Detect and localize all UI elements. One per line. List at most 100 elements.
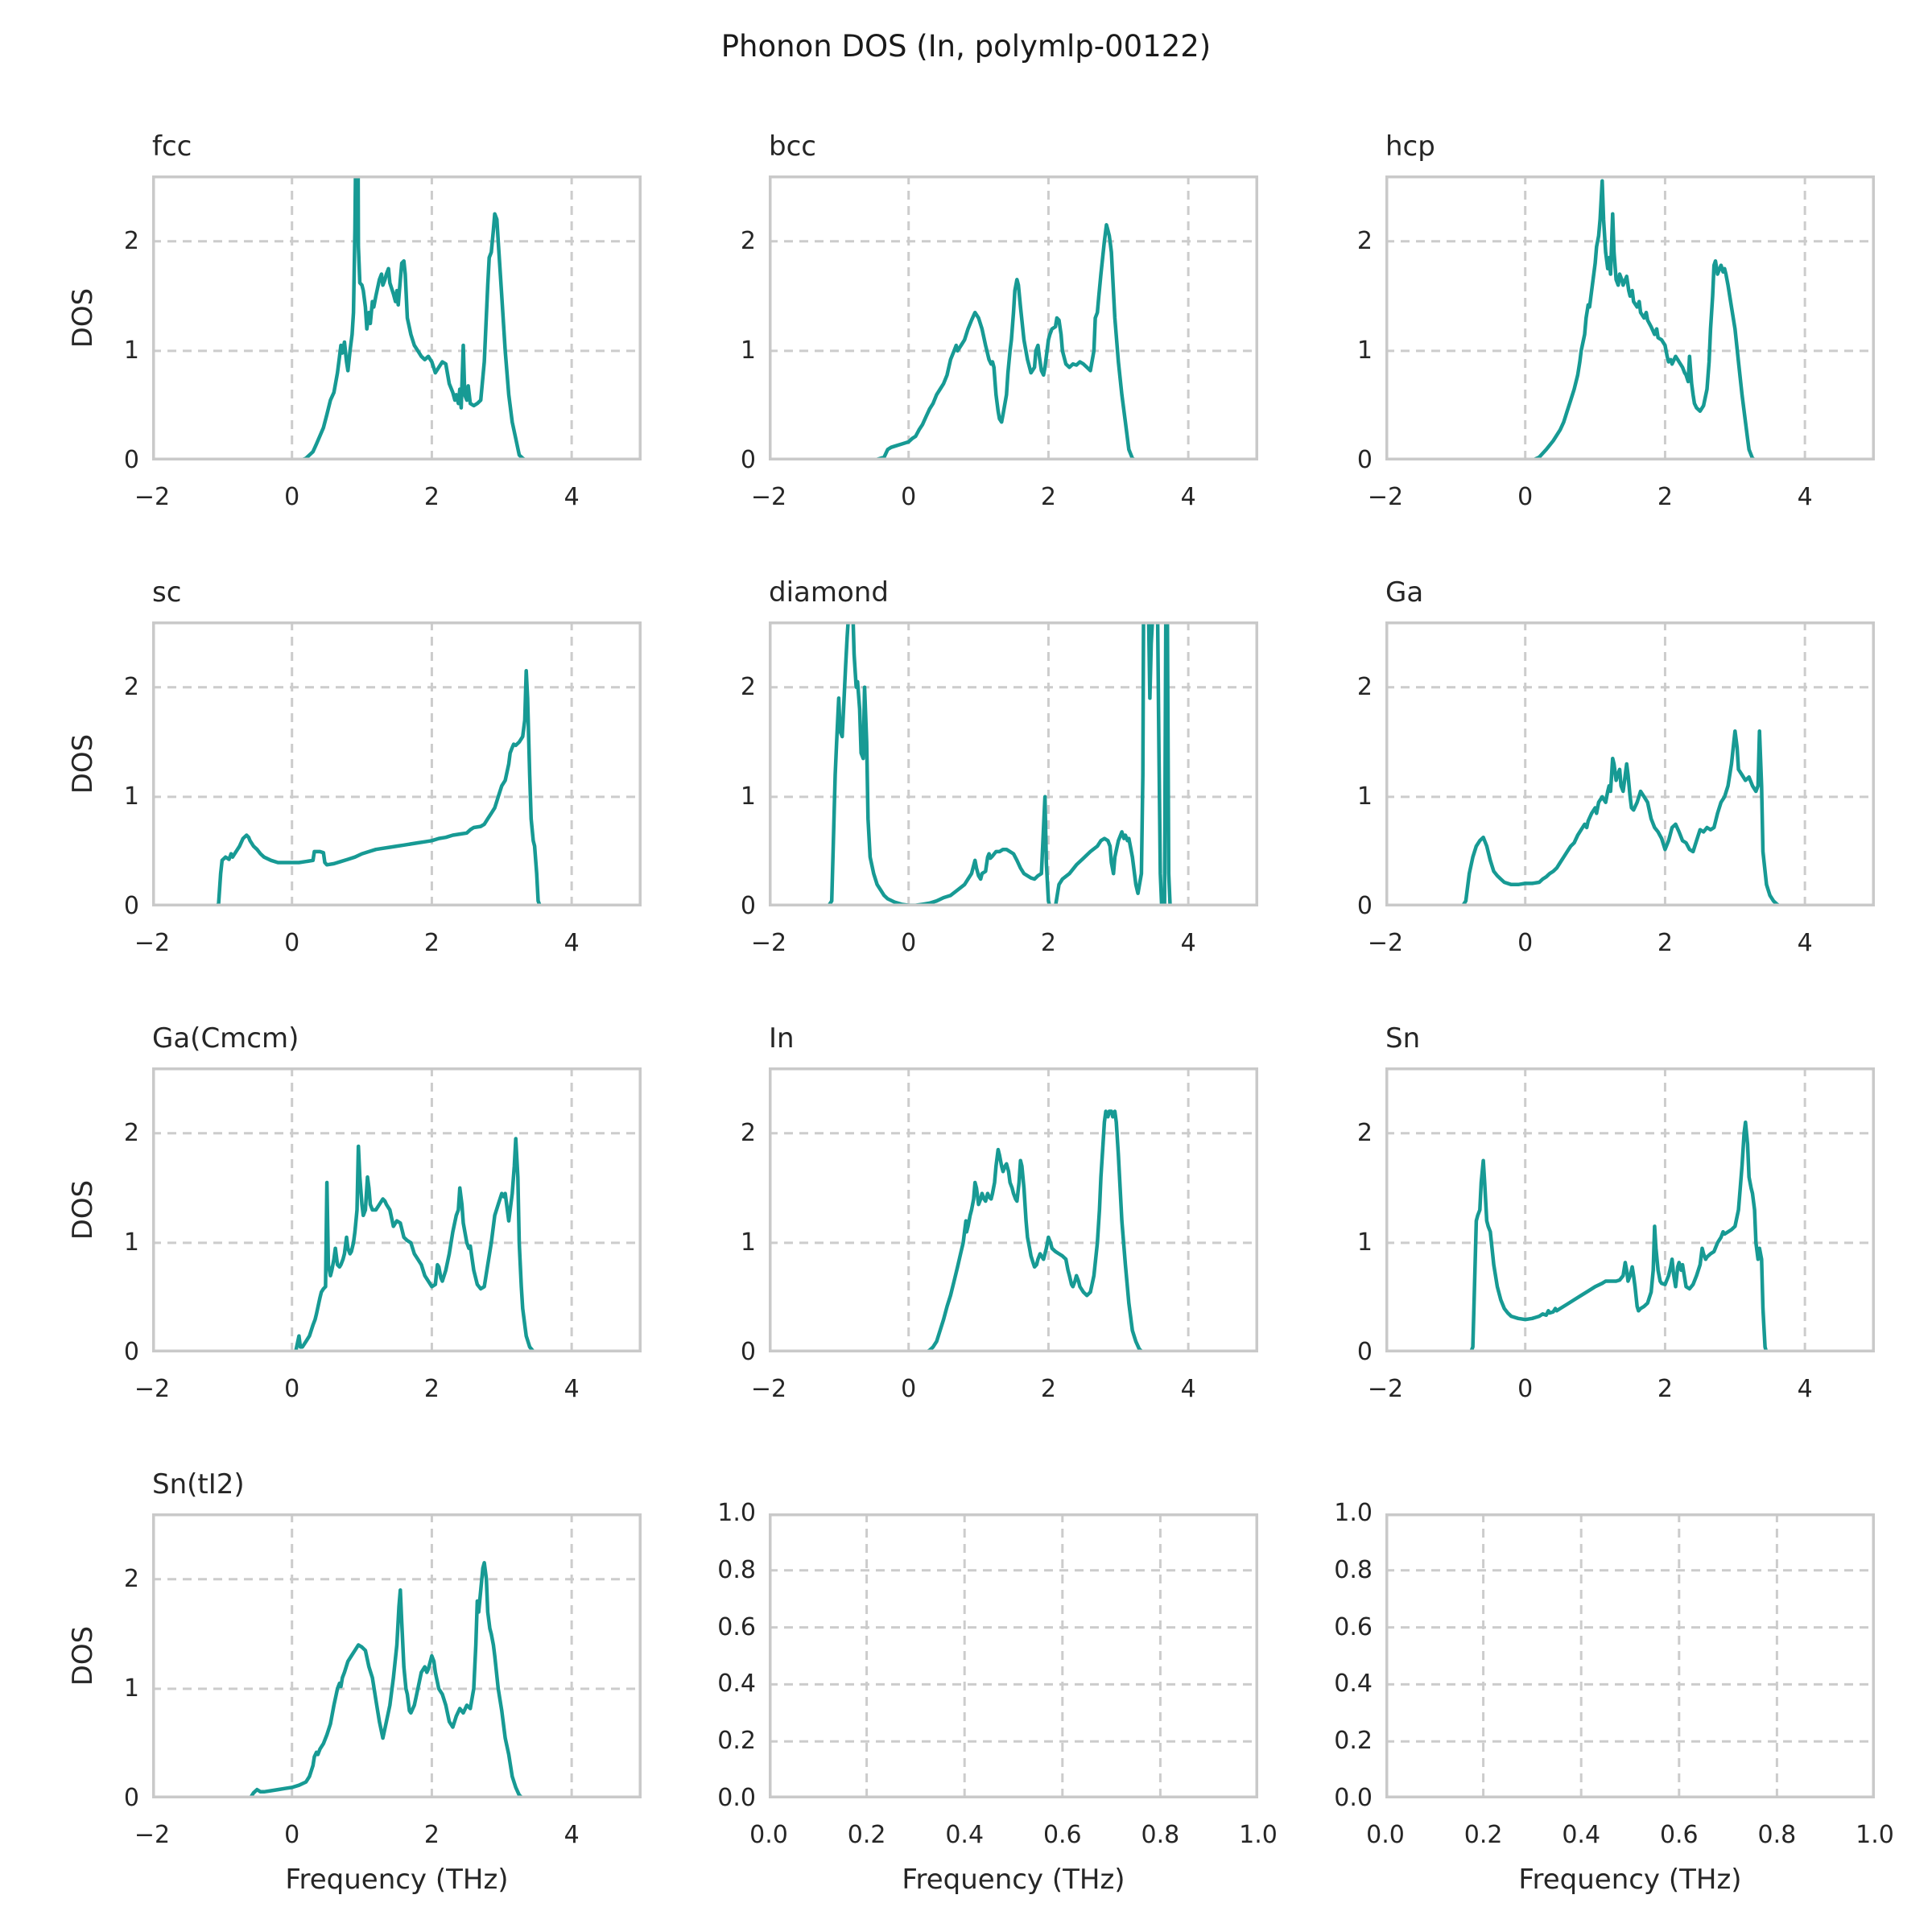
xtick-label-empty-10-0.2: 0.2 [847, 1821, 886, 1849]
xtick-label-diamond-0: 0 [901, 929, 917, 957]
xtick-label-sc-4: 4 [564, 929, 580, 957]
ytick-label-bcc-2: 2 [740, 226, 756, 255]
axes-spine-empty-11 [1385, 1513, 1875, 1798]
ytick-label-in-2: 2 [740, 1118, 756, 1147]
axes-spine-in [769, 1067, 1258, 1352]
ytick-label-hcp-0: 0 [1356, 446, 1373, 474]
ytick-label-in-0: 0 [740, 1338, 756, 1366]
xtick-label-empty-11-0.0: 0.0 [1366, 1821, 1405, 1849]
subplot-title-bcc: bcc [769, 130, 816, 163]
dos-curve-in [906, 1109, 1159, 1352]
x-axis-label-frequency: Frequency (THz) [285, 1864, 509, 1896]
xtick-label-empty-11-0.6: 0.6 [1659, 1821, 1699, 1849]
ytick-label-sc-2: 2 [123, 672, 139, 701]
plot-axes-empty-10 [769, 1513, 1258, 1798]
xtick-label-bcc-−2: −2 [750, 483, 787, 511]
xtick-label-hcp-2: 2 [1657, 483, 1673, 511]
subplot-title-ga-cmcm-: Ga(Cmcm) [152, 1022, 299, 1055]
xtick-label-sn-2: 2 [1657, 1375, 1673, 1403]
xtick-label-bcc-0: 0 [901, 483, 917, 511]
ytick-label-sc-1: 1 [123, 782, 139, 811]
dos-curve-sn-ti2- [223, 1561, 543, 1798]
subplot-title-sc: sc [152, 576, 182, 609]
ytick-label-in-1: 1 [740, 1228, 756, 1257]
plot-axes-diamond [769, 621, 1258, 906]
ytick-label-empty-10-0.0: 0.0 [717, 1784, 756, 1812]
subplot-title-sn-ti2-: Sn(tI2) [152, 1468, 245, 1501]
dos-curve-bcc [865, 223, 1159, 460]
ytick-label-empty-11-0.4: 0.4 [1334, 1670, 1373, 1699]
xtick-label-ga-cmcm--−2: −2 [134, 1375, 171, 1403]
ytick-label-empty-11-0.8: 0.8 [1334, 1555, 1373, 1584]
ytick-label-sn-2: 2 [1356, 1118, 1373, 1147]
subplot-title-fcc: fcc [152, 130, 192, 163]
ytick-label-sn-ti2--0: 0 [123, 1784, 139, 1812]
ytick-label-ga-0: 0 [1356, 892, 1373, 920]
xtick-label-ga-cmcm--0: 0 [284, 1375, 300, 1403]
xtick-label-diamond-−2: −2 [750, 929, 787, 957]
ytick-label-ga-2: 2 [1356, 672, 1373, 701]
subplot-title-diamond: diamond [769, 576, 889, 609]
x-axis-label-frequency: Frequency (THz) [902, 1864, 1125, 1896]
xtick-label-empty-11-0.4: 0.4 [1562, 1821, 1601, 1849]
axes-spine-diamond [769, 621, 1258, 906]
xtick-label-hcp-4: 4 [1797, 483, 1813, 511]
figure-title: Phonon DOS (In, polymlp-00122) [720, 29, 1212, 64]
xtick-label-sn-4: 4 [1797, 1375, 1813, 1403]
xtick-label-bcc-2: 2 [1040, 483, 1056, 511]
axes-spine-hcp [1385, 175, 1875, 460]
plot-axes-in [769, 1067, 1258, 1352]
xtick-label-diamond-2: 2 [1040, 929, 1056, 957]
xtick-label-empty-10-0.0: 0.0 [749, 1821, 788, 1849]
ytick-label-empty-11-0.2: 0.2 [1334, 1727, 1373, 1756]
ytick-label-empty-10-0.8: 0.8 [717, 1555, 756, 1584]
y-axis-label-dos: DOS [67, 733, 99, 795]
dos-curve-ga [1439, 729, 1814, 906]
xtick-label-sc-2: 2 [423, 929, 440, 957]
xtick-label-in-−2: −2 [750, 1375, 787, 1403]
plot-axes-ga [1385, 621, 1875, 906]
xtick-label-in-2: 2 [1040, 1375, 1056, 1403]
ytick-label-sn-0: 0 [1356, 1338, 1373, 1366]
plot-axes-empty-11 [1385, 1513, 1875, 1798]
xtick-label-fcc-0: 0 [284, 483, 300, 511]
ytick-label-ga-cmcm--2: 2 [123, 1118, 139, 1147]
ytick-label-hcp-1: 1 [1356, 336, 1373, 365]
ytick-label-ga-cmcm--0: 0 [123, 1338, 139, 1366]
xtick-label-ga-−2: −2 [1367, 929, 1404, 957]
ytick-label-diamond-2: 2 [740, 672, 756, 701]
xtick-label-ga-cmcm--2: 2 [423, 1375, 440, 1403]
xtick-label-ga-2: 2 [1657, 929, 1673, 957]
y-axis-label-dos: DOS [67, 287, 99, 349]
ytick-label-bcc-1: 1 [740, 336, 756, 365]
xtick-label-sn-ti2--2: 2 [423, 1821, 440, 1849]
plot-axes-fcc [152, 175, 642, 460]
xtick-label-in-0: 0 [901, 1375, 917, 1403]
ytick-label-ga-cmcm--1: 1 [123, 1228, 139, 1257]
xtick-label-empty-10-0.6: 0.6 [1042, 1821, 1082, 1849]
dos-curve-ga-cmcm- [272, 1137, 560, 1352]
dos-curve-diamond [798, 621, 1208, 906]
xtick-label-sn-ti2--4: 4 [564, 1821, 580, 1849]
ytick-label-diamond-1: 1 [740, 782, 756, 811]
ytick-label-fcc-1: 1 [123, 336, 139, 365]
subplot-title-in: In [769, 1022, 795, 1055]
axes-spine-ga-cmcm- [152, 1067, 642, 1352]
xtick-label-ga-cmcm--4: 4 [564, 1375, 580, 1403]
xtick-label-ga-4: 4 [1797, 929, 1813, 957]
axes-spine-fcc [152, 175, 642, 460]
xtick-label-empty-11-1.0: 1.0 [1856, 1821, 1894, 1849]
x-axis-label-frequency: Frequency (THz) [1518, 1864, 1742, 1896]
dos-curve-sc [192, 669, 581, 906]
axes-spine-sn [1385, 1067, 1875, 1352]
subplot-title-sn: Sn [1385, 1022, 1421, 1055]
xtick-label-empty-11-0.8: 0.8 [1757, 1821, 1797, 1849]
xtick-label-sn-−2: −2 [1367, 1375, 1404, 1403]
ytick-label-diamond-0: 0 [740, 892, 756, 920]
xtick-label-fcc-2: 2 [423, 483, 440, 511]
dos-curve-fcc [279, 175, 546, 460]
ytick-label-sc-0: 0 [123, 892, 139, 920]
ytick-label-empty-10-0.2: 0.2 [717, 1727, 756, 1756]
xtick-label-empty-10-0.4: 0.4 [945, 1821, 985, 1849]
